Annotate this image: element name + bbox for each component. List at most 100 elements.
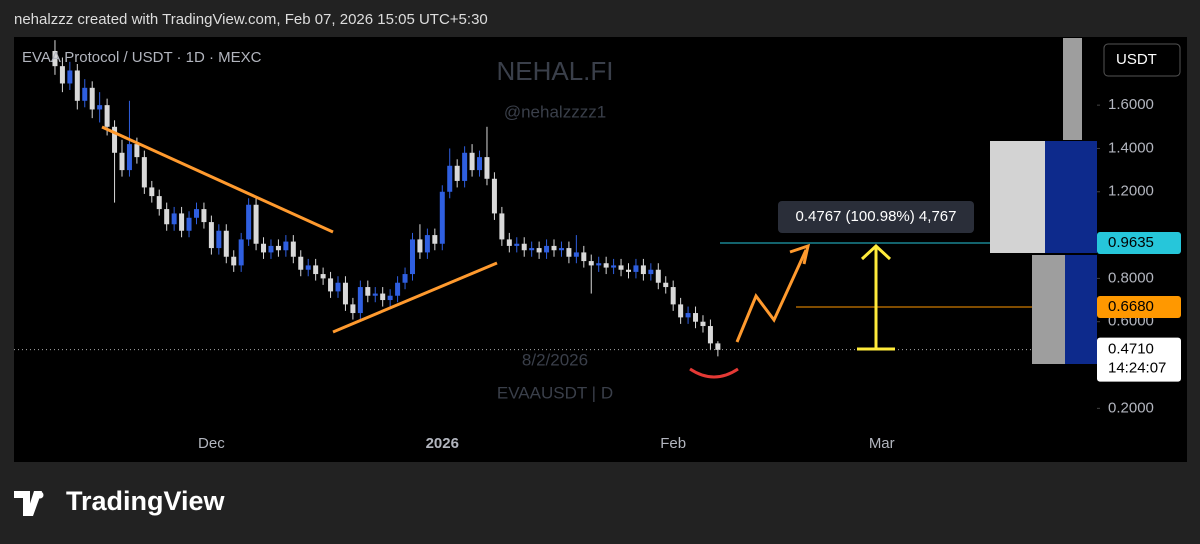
candle-body (484, 157, 490, 179)
y-tick-label: 1.6000 (1108, 96, 1154, 113)
candle-body (558, 248, 564, 251)
candle-body (335, 282, 341, 292)
candle-body (447, 165, 453, 192)
candle-body (208, 222, 214, 249)
candle-body (134, 144, 140, 158)
measure-label: 0.4767 (100.98%) 4,767 (796, 208, 957, 225)
candle-body (365, 287, 371, 296)
candle-body (603, 263, 609, 268)
candle-body (156, 196, 162, 210)
candle-body (186, 217, 192, 231)
candle-body (320, 274, 326, 279)
candle-body (715, 343, 721, 350)
candle-body (529, 248, 535, 251)
logo-dot (36, 491, 44, 499)
candle-body (640, 265, 646, 275)
profile-bar (1032, 255, 1065, 364)
candle-body (573, 252, 579, 257)
candle-body (179, 213, 185, 231)
candle-body (283, 241, 289, 251)
x-tick-label: Feb (660, 435, 686, 452)
candle-body (82, 87, 88, 101)
candle-body (588, 261, 594, 266)
candle-body (424, 235, 430, 253)
candle-body (655, 269, 661, 283)
y-tick-label: 1.4000 (1108, 139, 1154, 156)
trendline (101, 125, 334, 234)
candle-body (357, 287, 363, 314)
profile-bar (1065, 255, 1097, 364)
candle-body (298, 256, 304, 270)
candle-body (350, 304, 356, 314)
candle-body (596, 263, 602, 266)
candle-body (685, 313, 691, 318)
candle-body (193, 209, 199, 218)
candle-body (141, 157, 147, 188)
candle-body (693, 313, 699, 322)
candle-body (223, 230, 229, 257)
profile-bar (1063, 38, 1082, 140)
candle-body (409, 239, 415, 275)
measure-box (778, 201, 974, 233)
trendline (332, 261, 498, 334)
candle-body (417, 239, 423, 253)
price-level-box (1097, 231, 1181, 254)
candle-body (581, 252, 587, 262)
measure-head (860, 243, 892, 261)
x-tick-label: Dec (198, 435, 225, 452)
candle-body (506, 239, 512, 246)
candle-body (231, 256, 237, 266)
candle-body (268, 245, 274, 253)
candle-body (663, 282, 669, 288)
candle-body (97, 105, 103, 110)
currency-box (1103, 43, 1181, 77)
x-tick-label: Mar (869, 435, 895, 452)
currency: USDT (1116, 51, 1157, 68)
candle-body (611, 265, 617, 268)
profile-bar (990, 141, 1045, 253)
candle-body (261, 243, 267, 253)
axis-layer: 0.20000.60000.80001.20001.40001.60000.96… (1097, 96, 1181, 416)
candle-body (521, 243, 527, 251)
candle-body (491, 178, 497, 214)
candle-body (149, 187, 155, 197)
watermark-date: 8/2/2026 (522, 350, 588, 369)
candle-body (566, 248, 572, 257)
candle-body (238, 239, 244, 266)
header: nehalzzz created with TradingView.com, F… (14, 11, 488, 28)
logo-mark (14, 491, 42, 516)
candle-body (67, 70, 73, 84)
profile-bar (1045, 141, 1097, 253)
candle-body (536, 248, 542, 253)
candle-body (253, 204, 259, 244)
candle-body (290, 241, 296, 257)
candle-body (477, 157, 483, 171)
x-tick-label: 2026 (426, 435, 459, 452)
candle-body (74, 70, 80, 101)
candle-body (648, 269, 654, 275)
candle-body (499, 213, 505, 240)
candle-body (670, 287, 676, 305)
candle-body (544, 245, 550, 253)
candle-body (216, 230, 222, 249)
candle-body (112, 126, 118, 153)
footer-brand: TradingView (66, 486, 226, 516)
candle-body (618, 265, 624, 270)
watermark-handle: @nehalzzzz1 (504, 102, 606, 121)
candle-body (305, 265, 311, 270)
candle-body (52, 50, 58, 67)
candle-body (380, 293, 386, 301)
y-tick-label: 0.2000 (1108, 399, 1154, 416)
logo (14, 491, 44, 516)
candle-body (462, 152, 468, 181)
candle-body (514, 243, 520, 246)
candle-body (275, 245, 281, 251)
price-level-label: 0.6680 (1108, 298, 1154, 315)
candle-body (119, 152, 125, 171)
candle-body (439, 191, 445, 244)
watermark-symbol: EVAAUSDT | D (497, 383, 613, 402)
candle-body (387, 295, 393, 301)
candle-body (201, 209, 207, 223)
candle-body (59, 66, 65, 84)
